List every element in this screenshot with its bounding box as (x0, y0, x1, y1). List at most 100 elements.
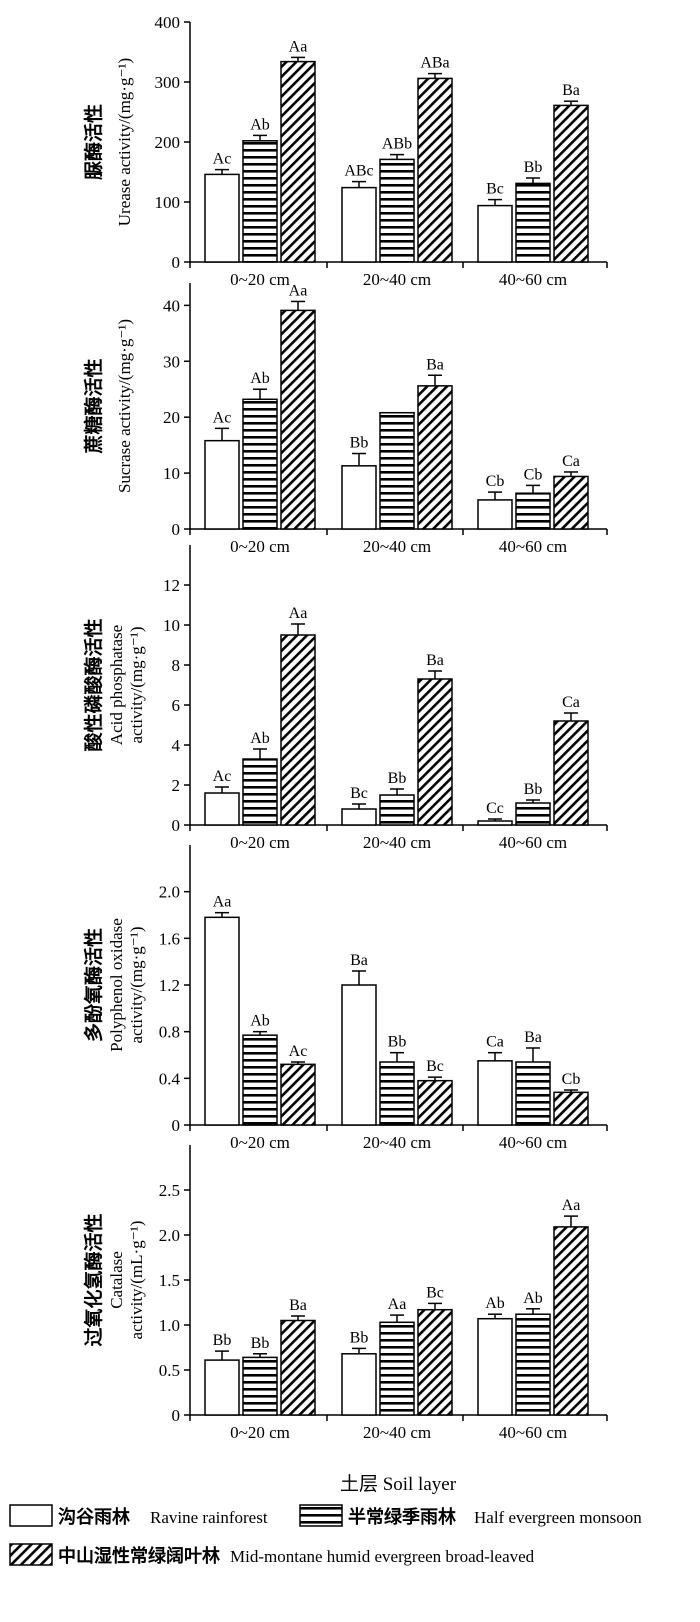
significance-label: Aa (562, 1197, 581, 1214)
bar-ravine (204, 792, 240, 826)
category-label: 40~60 cm (499, 833, 567, 852)
significance-label: Cc (486, 800, 504, 817)
y-tick-label: 1.2 (159, 976, 180, 995)
bar-mid-montane (417, 385, 453, 530)
bar-half-evergreen (379, 1061, 415, 1126)
significance-label: Ab (250, 370, 270, 387)
bar-mid-montane (417, 1079, 453, 1126)
significance-label: Ba (350, 952, 368, 969)
significance-label: Ca (562, 453, 580, 470)
bar-ravine (341, 1353, 377, 1416)
y-tick-label: 10 (163, 616, 180, 635)
bar-half-evergreen (515, 802, 551, 826)
bar-mid-montane (553, 720, 589, 826)
bar-half-evergreen (242, 1356, 278, 1416)
bar-ravine (204, 439, 240, 530)
y-axis-title-cn: 脲酶活性 (82, 104, 105, 180)
significance-label: Ab (250, 1013, 270, 1030)
y-tick-label: 1.5 (159, 1271, 180, 1290)
bar-ravine (341, 465, 377, 530)
y-tick-label: 8 (172, 656, 181, 675)
bar-mid-montane (280, 1319, 316, 1416)
significance-label: Ac (213, 768, 232, 785)
bar-mid-montane (280, 634, 316, 826)
bar-half-evergreen (515, 182, 551, 263)
bar-mid-montane (553, 1226, 589, 1416)
significance-label: Cb (486, 473, 505, 490)
bar-mid-montane (553, 475, 589, 530)
significance-label: Ac (213, 409, 232, 426)
significance-label: Bb (213, 1332, 232, 1349)
y-tick-label: 0 (172, 816, 181, 835)
category-label: 0~20 cm (230, 537, 290, 556)
y-tick-label: 0 (172, 520, 181, 539)
significance-label: Ba (562, 82, 580, 99)
significance-label: ABa (420, 55, 449, 72)
y-tick-label: 12 (163, 576, 180, 595)
category-label: 40~60 cm (499, 1133, 567, 1152)
panel-3: 0 2 4 6 8 10 12 0~20 cm 20~40 cm 40~60 cm Ac Bc Cc Ab… (82, 545, 608, 852)
bar-half-evergreen (515, 492, 551, 530)
category-label: 20~40 cm (363, 1133, 431, 1152)
category-label: 40~60 cm (499, 270, 567, 289)
significance-label: ABc (344, 163, 373, 180)
bar-mid-montane (280, 1063, 316, 1126)
legend-label-cn-ravine-rainforest: 沟谷雨林 (58, 1506, 130, 1527)
category-label: 0~20 cm (230, 1133, 290, 1152)
significance-label: Bc (350, 785, 368, 802)
category-label: 0~20 cm (230, 270, 290, 289)
significance-label: Bb (388, 770, 407, 787)
bar-ravine (477, 1060, 513, 1126)
category-label: 0~20 cm (230, 1423, 290, 1442)
significance-label: Cb (562, 1071, 581, 1088)
bar-ravine (477, 499, 513, 530)
significance-label: Ab (250, 116, 270, 133)
y-tick-label: 0.8 (159, 1023, 180, 1042)
y-tick-label: 1.6 (159, 929, 180, 948)
significance-label: Bb (350, 1329, 369, 1346)
y-tick-label: 100 (155, 193, 181, 212)
legend-label-cn-mid-montane-forest: 中山湿性常绿阔叶林 (58, 1545, 220, 1566)
bar-mid-montane (280, 60, 316, 263)
y-axis-title-en: Polyphenol oxidase (107, 918, 126, 1052)
y-tick-label: 2.0 (159, 883, 180, 902)
legend-swatch-ravine-rainforest (9, 1504, 53, 1527)
legend-swatch-half-evergreen-monsoon (299, 1504, 343, 1527)
bar-ravine (204, 1359, 240, 1416)
panel-1: 0 100 200 300 400 0~20 cm 20~40 cm 40~60 cm Ac AB… (82, 13, 608, 289)
significance-label: Bb (251, 1335, 270, 1352)
y-tick-label: 0 (172, 1406, 181, 1425)
category-label: 20~40 cm (363, 537, 431, 556)
y-tick-label: 2.5 (159, 1181, 180, 1200)
y-axis-title-en: activity/(mg·g⁻¹) (127, 627, 146, 744)
panel-2: 0 10 20 30 40 0~20 cm 20~40 cm 40~60 cm Ac Bb Cb Ab… (82, 282, 608, 556)
significance-label: Bc (426, 1058, 444, 1075)
legend-label-en-half-evergreen-monsoon: Half evergreen monsoon (474, 1508, 642, 1527)
y-tick-label: 40 (163, 296, 180, 315)
y-axis-title-en: activity/(mL·g⁻¹) (127, 1221, 146, 1340)
bar-half-evergreen (242, 758, 278, 826)
significance-label: Ab (485, 1295, 505, 1312)
y-tick-label: 300 (155, 73, 181, 92)
significance-label: Ba (289, 1297, 307, 1314)
legend: 沟谷雨林 Ravine rainforest 半常绿季雨林 Half everg… (9, 1504, 642, 1566)
y-tick-label: 4 (172, 736, 181, 755)
legend-label-cn-half-evergreen-monsoon: 半常绿季雨林 (348, 1506, 456, 1527)
y-axis-title-en: Sucrase activity/(mg·g⁻¹) (115, 319, 134, 493)
y-axis-title-cn: 酸性磷酸酶活性 (82, 618, 105, 751)
y-axis-title-en: activity/(mg·g⁻¹) (127, 927, 146, 1044)
category-label: 40~60 cm (499, 1423, 567, 1442)
significance-label: Ab (523, 1290, 543, 1307)
bar-half-evergreen (379, 1321, 415, 1416)
y-tick-label: 6 (172, 696, 181, 715)
y-tick-label: 400 (155, 13, 181, 32)
bar-mid-montane (553, 1091, 589, 1126)
category-label: 40~60 cm (499, 537, 567, 556)
significance-label: Aa (289, 38, 308, 55)
significance-label: Aa (213, 894, 232, 911)
significance-label: Ac (213, 151, 232, 168)
significance-label: Cb (524, 466, 543, 483)
y-tick-label: 0 (172, 253, 181, 272)
bar-mid-montane (417, 678, 453, 826)
